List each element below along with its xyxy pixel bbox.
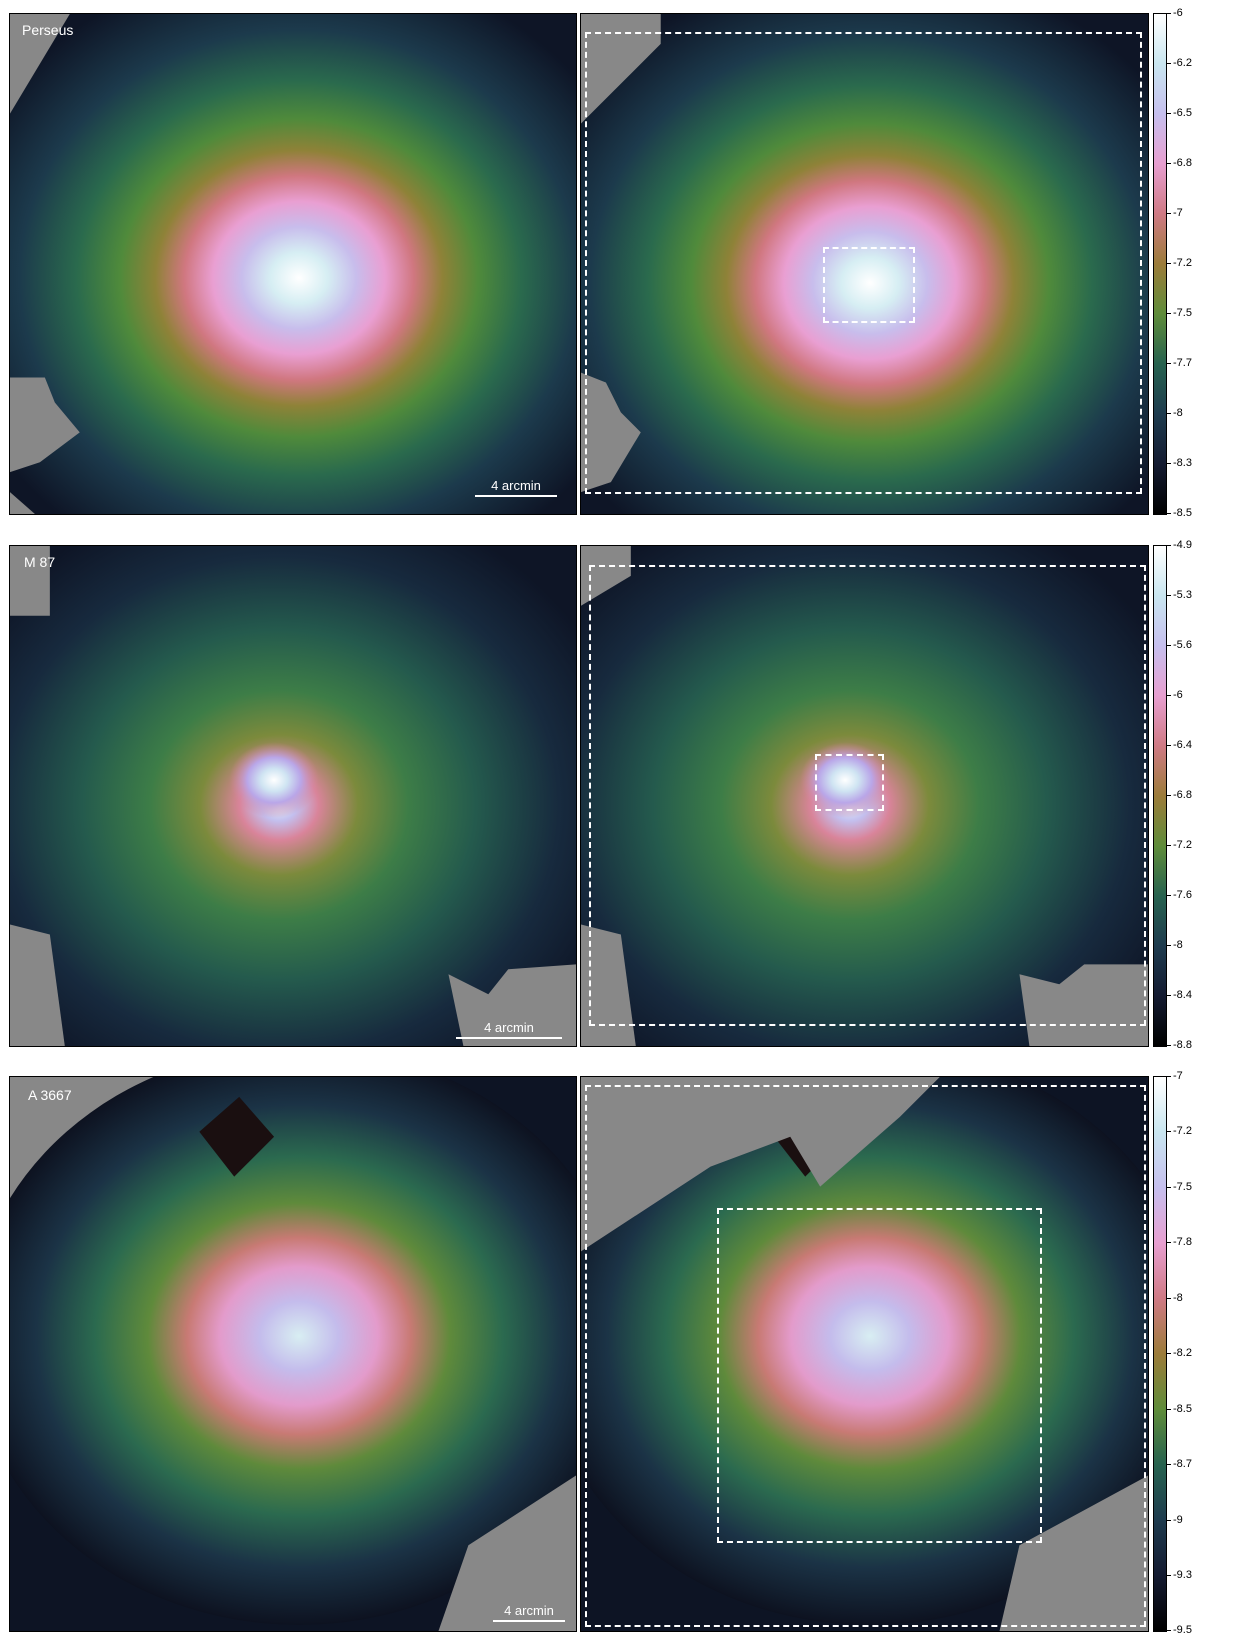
m87-colorbar-ticks: -4.9 -5.3 -5.6 -6 -6.4 -6.8 -7.2 -7.6 -8… xyxy=(1155,540,1215,1051)
m87-scale-label: 4 arcmin xyxy=(484,1020,534,1035)
perseus-tick: -7 xyxy=(1167,207,1183,219)
m87-inner-region xyxy=(815,754,884,811)
a3667-image-left: A 3667 4 arcmin xyxy=(9,1076,577,1632)
perseus-inner-region xyxy=(823,247,915,323)
a3667-emission-map-regions xyxy=(581,1077,1148,1631)
perseus-scale-label: 4 arcmin xyxy=(491,478,541,493)
perseus-colorbar xyxy=(1153,13,1167,515)
m87-tick: -8.4 xyxy=(1167,989,1192,1001)
perseus-tick: -8.3 xyxy=(1167,457,1192,469)
a3667-tick: -7 xyxy=(1167,1070,1183,1082)
perseus-tick: -7.2 xyxy=(1167,257,1192,269)
perseus-tick: -6.2 xyxy=(1167,57,1192,69)
perseus-label: Perseus xyxy=(22,22,74,38)
perseus-emission-map-regions xyxy=(581,14,1148,514)
perseus-image-left: Perseus 4 arcmin xyxy=(9,13,577,515)
perseus-image-right xyxy=(580,13,1149,515)
perseus-scale-line xyxy=(475,495,557,497)
a3667-tick: -8.7 xyxy=(1167,1458,1192,1470)
perseus-tick: -7.7 xyxy=(1167,357,1192,369)
a3667-scale-line xyxy=(493,1620,565,1622)
m87-outer-region xyxy=(589,565,1146,1026)
a3667-colorbar-ticks: -7 -7.2 -7.5 -7.8 -8 -8.2 -8.5 -8.7 -9 -… xyxy=(1155,1071,1215,1636)
a3667-inner-region xyxy=(717,1208,1042,1543)
a3667-tick: -9.3 xyxy=(1167,1569,1192,1581)
a3667-tick: -7.8 xyxy=(1167,1236,1192,1248)
perseus-tick: -8 xyxy=(1167,407,1183,419)
a3667-tick: -7.2 xyxy=(1167,1125,1192,1137)
perseus-tick: -8.5 xyxy=(1167,507,1192,519)
a3667-colorbar xyxy=(1153,1076,1167,1632)
a3667-tick: -9.5 xyxy=(1167,1624,1192,1636)
a3667-tick: -8 xyxy=(1167,1292,1183,1304)
a3667-tick: -9 xyxy=(1167,1514,1183,1526)
m87-tick: -6.4 xyxy=(1167,739,1192,751)
a3667-tick: -7.5 xyxy=(1167,1181,1192,1193)
a3667-image-right xyxy=(580,1076,1149,1632)
m87-scale-line xyxy=(456,1037,562,1039)
m87-emission-map xyxy=(10,546,576,1046)
m87-tick: -4.9 xyxy=(1167,539,1192,551)
m87-tick: -6 xyxy=(1167,689,1183,701)
a3667-emission-map xyxy=(10,1077,576,1631)
perseus-tick: -6.5 xyxy=(1167,107,1192,119)
m87-tick: -5.3 xyxy=(1167,589,1192,601)
a3667-scale-bar: 4 arcmin xyxy=(493,1603,565,1622)
perseus-colorbar-ticks: -6 -6.2 -6.5 -6.8 -7 -7.2 -7.5 -7.7 -8 -… xyxy=(1155,8,1215,519)
m87-colorbar xyxy=(1153,545,1167,1047)
row-perseus: Perseus 4 arcmin -6 -6.2 -6.5 -6.8 -7 -7… xyxy=(0,8,1253,519)
m87-label: M 87 xyxy=(24,554,56,570)
m87-tick: -7.6 xyxy=(1167,889,1192,901)
m87-tick: -5.6 xyxy=(1167,639,1192,651)
m87-tick: -8.8 xyxy=(1167,1039,1192,1051)
a3667-tick: -8.5 xyxy=(1167,1403,1192,1415)
m87-tick: -7.2 xyxy=(1167,839,1192,851)
m87-tick: -8 xyxy=(1167,939,1183,951)
a3667-scale-label: 4 arcmin xyxy=(504,1603,554,1618)
perseus-outer-region xyxy=(585,32,1142,494)
perseus-tick: -6.8 xyxy=(1167,157,1192,169)
perseus-scale-bar: 4 arcmin xyxy=(475,478,557,497)
m87-image-left: M 87 4 arcmin xyxy=(9,545,577,1047)
m87-scale-bar: 4 arcmin xyxy=(456,1020,562,1039)
row-m87: M 87 4 arcmin -4.9 -5.3 -5.6 -6 -6.4 -6.… xyxy=(0,540,1253,1051)
perseus-emission-map xyxy=(10,14,576,514)
perseus-tick: -7.5 xyxy=(1167,307,1192,319)
a3667-outer-region xyxy=(585,1085,1146,1627)
m87-image-right xyxy=(580,545,1149,1047)
m87-tick: -6.8 xyxy=(1167,789,1192,801)
a3667-tick: -8.2 xyxy=(1167,1347,1192,1359)
row-a3667: A 3667 4 arcmin -7 -7.2 -7.5 -7.8 -8 -8.… xyxy=(0,1071,1253,1636)
a3667-label: A 3667 xyxy=(28,1087,72,1103)
perseus-tick: -6 xyxy=(1167,7,1183,19)
